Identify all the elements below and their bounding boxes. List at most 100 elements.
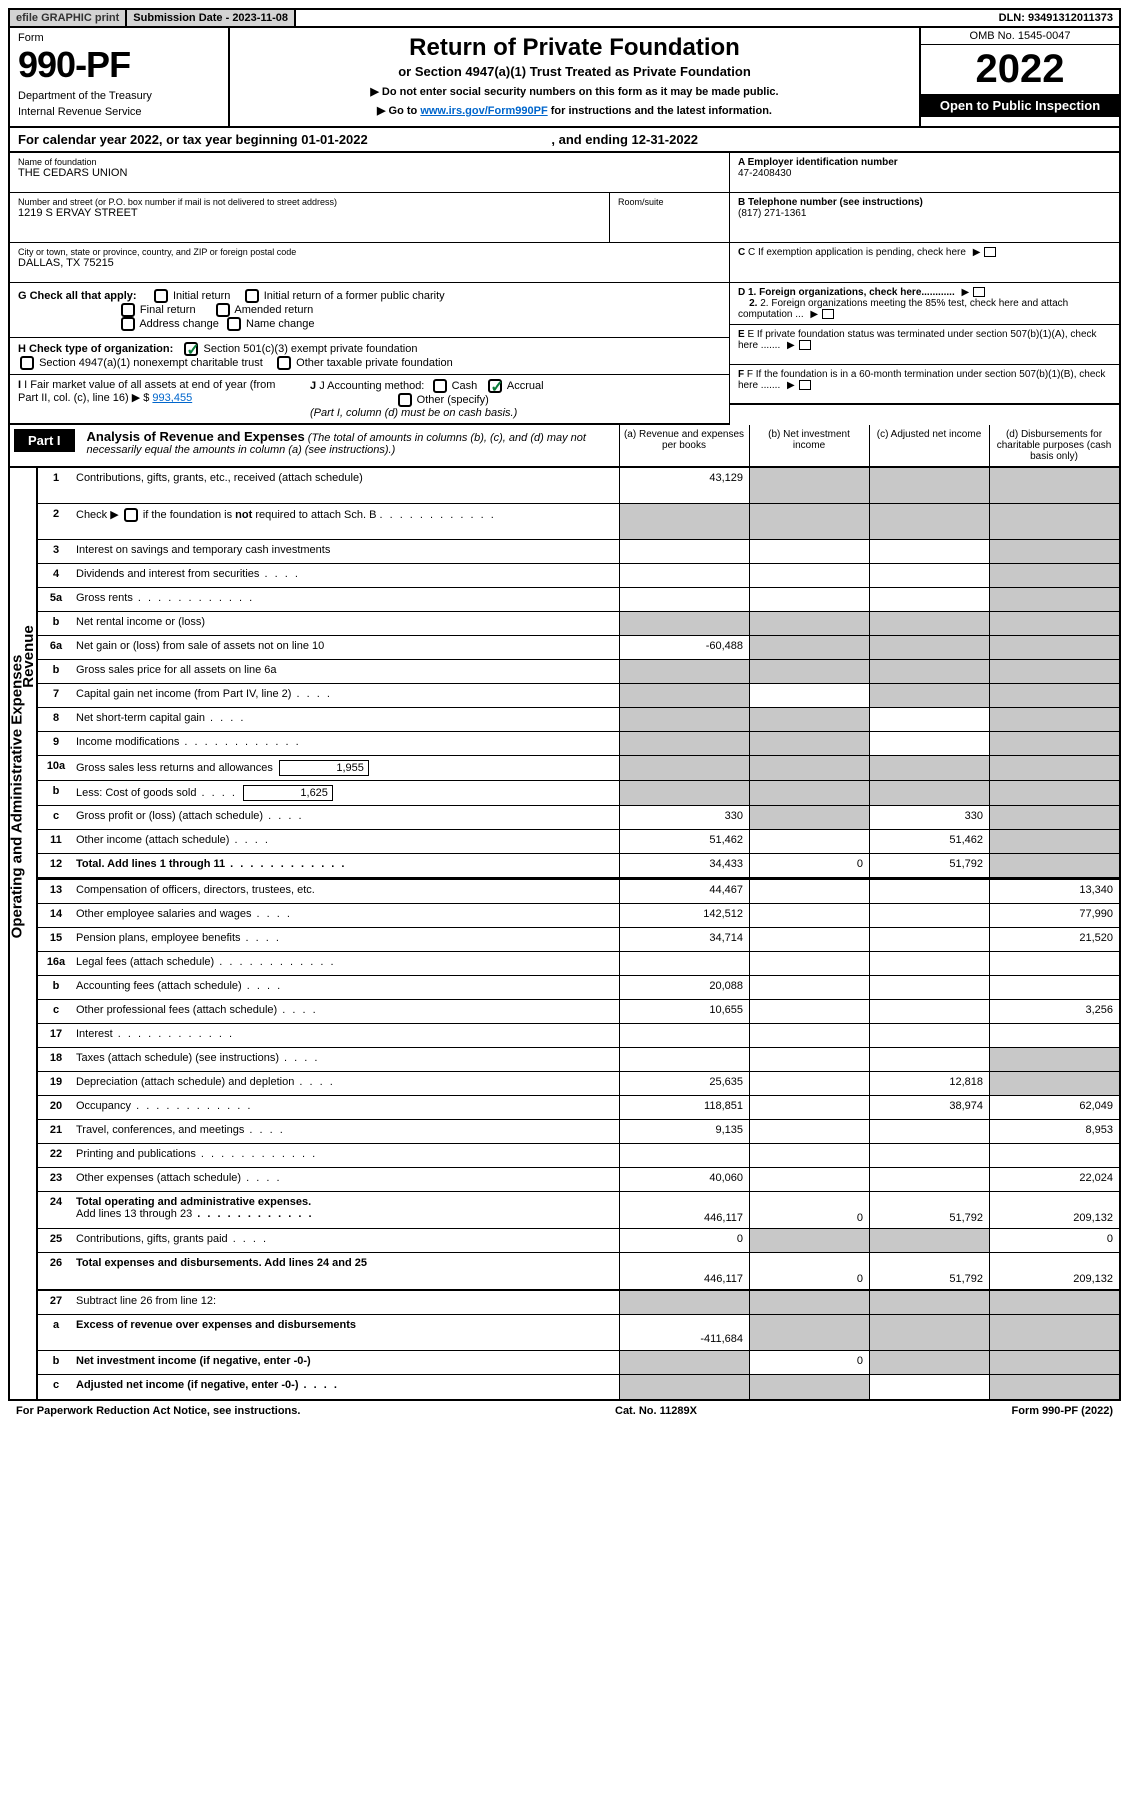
line-3: 3Interest on savings and temporary cash … <box>38 540 1119 564</box>
line-21: 21Travel, conferences, and meetings9,135… <box>38 1120 1119 1144</box>
note2-pre: ▶ Go to <box>377 105 420 117</box>
calendar-year-row: For calendar year 2022, or tax year begi… <box>8 128 1121 153</box>
line-10b: bLess: Cost of goods sold1,625 <box>38 781 1119 806</box>
line-5a: 5aGross rents <box>38 588 1119 612</box>
line-13: 13Compensation of officers, directors, t… <box>38 880 1119 904</box>
line-8: 8Net short-term capital gain <box>38 708 1119 732</box>
j-cash: Cash <box>452 380 478 392</box>
open-to-public: Open to Public Inspection <box>921 94 1119 117</box>
checkbox-cash[interactable] <box>433 379 447 393</box>
line-25: 25Contributions, gifts, grants paid00 <box>38 1229 1119 1253</box>
c-label: C If exemption application is pending, c… <box>748 247 966 258</box>
checkbox-4947[interactable] <box>20 356 34 370</box>
line-17: 17Interest <box>38 1024 1119 1048</box>
header-left: Form 990-PF Department of the Treasury I… <box>10 28 230 126</box>
line-10c: cGross profit or (loss) (attach schedule… <box>38 806 1119 830</box>
col-b-header: (b) Net investment income <box>749 425 869 466</box>
line-6a: 6aNet gain or (loss) from sale of assets… <box>38 636 1119 660</box>
line-2: 2Check ▶ if the foundation is not requir… <box>38 504 1119 540</box>
cal-prefix: For calendar year 2022, or tax year begi… <box>18 132 301 147</box>
line-23: 23Other expenses (attach schedule)40,060… <box>38 1168 1119 1192</box>
form-title: Return of Private Foundation <box>242 34 907 62</box>
checkbox-accrual[interactable] <box>488 379 502 393</box>
part1-title-wrap: Analysis of Revenue and Expenses (The to… <box>79 425 619 460</box>
header-mid: Return of Private Foundation or Section … <box>230 28 919 126</box>
checkbox-initial-return[interactable] <box>154 289 168 303</box>
checkbox-name-change[interactable] <box>227 317 241 331</box>
checkbox-other-taxable[interactable] <box>277 356 291 370</box>
checkbox-other-method[interactable] <box>398 393 412 407</box>
line-27a: aExcess of revenue over expenses and dis… <box>38 1315 1119 1351</box>
info-grid: Name of foundation THE CEDARS UNION Numb… <box>8 153 1121 425</box>
a-label: A Employer identification number <box>738 157 898 168</box>
g-initial: Initial return <box>173 290 230 302</box>
line-27b: bNet investment income (if negative, ent… <box>38 1351 1119 1375</box>
column-headers: (a) Revenue and expenses per books (b) N… <box>619 425 1119 466</box>
i-value[interactable]: 993,455 <box>152 392 192 404</box>
checkbox-d2[interactable] <box>822 309 834 319</box>
part1-badge: Part I <box>14 429 75 452</box>
line-5b: bNet rental income or (loss) <box>38 612 1119 636</box>
b-label: B Telephone number (see instructions) <box>738 197 923 208</box>
ein-value: 47-2408430 <box>738 168 791 179</box>
j-label: J Accounting method: <box>319 380 424 392</box>
dept-treasury: Department of the Treasury <box>18 90 220 102</box>
dept-irs: Internal Revenue Service <box>18 106 220 118</box>
line-15: 15Pension plans, employee benefits34,714… <box>38 928 1119 952</box>
i-sym: ▶ $ <box>132 392 150 404</box>
line-12: 12Total. Add lines 1 through 1134,433051… <box>38 854 1119 878</box>
checkbox-sch-b[interactable] <box>124 508 138 522</box>
form-note-1: ▶ Do not enter social security numbers o… <box>242 85 907 98</box>
irs-link[interactable]: www.irs.gov/Form990PF <box>420 105 547 117</box>
j-other: Other (specify) <box>417 394 489 406</box>
footer-left: For Paperwork Reduction Act Notice, see … <box>16 1405 300 1417</box>
line-18: 18Taxes (attach schedule) (see instructi… <box>38 1048 1119 1072</box>
line-11: 11Other income (attach schedule)51,46251… <box>38 830 1119 854</box>
g-initial-former: Initial return of a former public charit… <box>264 290 445 302</box>
main-table: Revenue Operating and Administrative Exp… <box>8 468 1121 1401</box>
line-19: 19Depreciation (attach schedule) and dep… <box>38 1072 1119 1096</box>
form-header: Form 990-PF Department of the Treasury I… <box>8 28 1121 128</box>
line-16b: bAccounting fees (attach schedule)20,088 <box>38 976 1119 1000</box>
checkbox-address-change[interactable] <box>121 317 135 331</box>
checkbox-final-return[interactable] <box>121 303 135 317</box>
line-20: 20Occupancy118,85138,97462,049 <box>38 1096 1119 1120</box>
h-4947: Section 4947(a)(1) nonexempt charitable … <box>39 357 263 369</box>
info-right: A Employer identification number 47-2408… <box>729 153 1119 425</box>
part1-title: Analysis of Revenue and Expenses <box>87 429 305 444</box>
addr-label: Number and street (or P.O. box number if… <box>18 197 601 207</box>
topbar: efile GRAPHIC print Submission Date - 20… <box>8 8 1121 28</box>
phone-value: (817) 271-1361 <box>738 208 806 219</box>
checkbox-501c3[interactable] <box>184 342 198 356</box>
checkbox-c[interactable] <box>984 247 996 257</box>
ij-row: I I Fair market value of all assets at e… <box>10 375 729 425</box>
line-24: 24Total operating and administrative exp… <box>38 1192 1119 1229</box>
line-27c: cAdjusted net income (if negative, enter… <box>38 1375 1119 1399</box>
line-6b: bGross sales price for all assets on lin… <box>38 660 1119 684</box>
line-9: 9Income modifications <box>38 732 1119 756</box>
g-row: G Check all that apply: Initial return I… <box>10 283 729 338</box>
info-left: Name of foundation THE CEDARS UNION Numb… <box>10 153 729 425</box>
efile-graphic-print-button[interactable]: efile GRAPHIC print <box>10 10 127 26</box>
submission-date: Submission Date - 2023-11-08 <box>127 10 296 26</box>
checkbox-initial-former[interactable] <box>245 289 259 303</box>
h-label: H Check type of organization: <box>18 343 173 355</box>
g-final: Final return <box>140 304 196 316</box>
table-rows: 1Contributions, gifts, grants, etc., rec… <box>38 468 1119 1399</box>
checkbox-f[interactable] <box>799 380 811 390</box>
city-state-zip: DALLAS, TX 75215 <box>18 257 721 269</box>
cal-end: 12-31-2022 <box>632 132 699 147</box>
col-d-header: (d) Disbursements for charitable purpose… <box>989 425 1119 466</box>
vertical-labels: Revenue Operating and Administrative Exp… <box>10 468 38 1399</box>
checkbox-e[interactable] <box>799 340 811 350</box>
checkbox-d1[interactable] <box>973 287 985 297</box>
note2-post: for instructions and the latest informat… <box>548 105 772 117</box>
omb-number: OMB No. 1545-0047 <box>921 28 1119 45</box>
part1-header: Part I Analysis of Revenue and Expenses … <box>8 425 1121 468</box>
checkbox-amended-return[interactable] <box>216 303 230 317</box>
form-note-2: ▶ Go to www.irs.gov/Form990PF for instru… <box>242 104 907 117</box>
room-label: Room/suite <box>618 197 721 207</box>
expenses-section: 13Compensation of officers, directors, t… <box>38 880 1119 1399</box>
cal-begin: 01-01-2022 <box>301 132 368 147</box>
g-amended: Amended return <box>234 304 313 316</box>
